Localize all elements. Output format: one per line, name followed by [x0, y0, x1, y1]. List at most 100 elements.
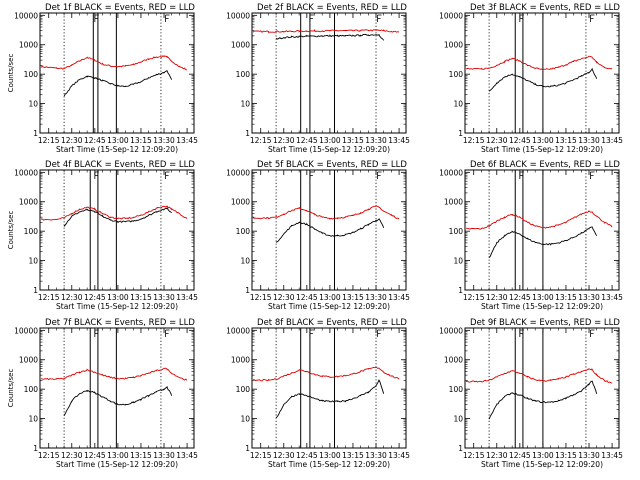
series-line-lld [40, 55, 188, 71]
x-tick-label: 13:00 [319, 451, 341, 460]
x-tick-label: 13:15 [342, 451, 364, 460]
x-tick-label: 12:30 [61, 136, 83, 145]
flag-mark [377, 171, 382, 179]
y-tick-label: 100 [449, 385, 464, 394]
chart-panel-1: Det 1f BLACK = Events, RED = LLD 1 10 100 10… [7, 3, 198, 154]
series-line-events [275, 218, 385, 243]
x-tick-label: 12:30 [61, 293, 83, 302]
flag-mark [519, 329, 524, 337]
y-tick-label: 10 [240, 415, 250, 424]
x-tick-label: 13:15 [130, 136, 152, 145]
plot-frame [251, 12, 407, 134]
series-line-events [63, 206, 172, 227]
x-tick-label: 13:30 [578, 293, 600, 302]
x-tick-label: 13:30 [153, 451, 175, 460]
series-line-events [63, 70, 173, 97]
x-tick-label: 13:00 [107, 293, 129, 302]
series-line-events [488, 67, 598, 92]
series-line-lld [465, 367, 613, 384]
y-tick-label: 10 [240, 257, 250, 266]
plot-frame [251, 169, 407, 291]
chart-title: Det 9f BLACK = Events, RED = LLD [470, 318, 620, 328]
y-tick-label: 1 [33, 129, 38, 138]
y-tick-label: 100 [24, 385, 39, 394]
x-tick-label: 13:45 [388, 136, 410, 145]
y-tick-label: 10000 [14, 168, 38, 177]
y-tick-label: 1000 [231, 41, 250, 50]
y-tick-label: 10000 [226, 11, 250, 20]
x-axis-label: Start Time (15-Sep-12 12:09:20) [56, 460, 178, 469]
x-tick-label: 13:45 [388, 293, 410, 302]
flag-mark [165, 14, 170, 22]
y-tick-label: 10 [453, 257, 463, 266]
y-tick-label: 1000 [19, 41, 38, 50]
plot-frame [39, 12, 195, 134]
flag-mark [519, 171, 524, 179]
y-tick-label: 10000 [439, 168, 463, 177]
y-tick-label: 1 [33, 444, 38, 453]
y-tick-label: 10 [453, 100, 463, 109]
x-tick-label: 13:30 [365, 136, 387, 145]
x-tick-label: 12:30 [273, 451, 295, 460]
x-tick-label: 12:45 [84, 293, 106, 302]
chart-panel-8: Det 8f BLACK = Events, RED = LLD 1 10 100 10… [226, 318, 410, 469]
flag-mark [94, 171, 99, 179]
plot-frame [464, 169, 620, 291]
x-tick-label: 13:30 [365, 451, 387, 460]
x-tick-label: 12:30 [273, 136, 295, 145]
x-tick-label: 13:45 [176, 451, 198, 460]
y-axis-label: Counts/sec [7, 369, 15, 408]
y-tick-label: 1 [245, 286, 250, 295]
x-tick-label: 13:30 [578, 451, 600, 460]
x-tick-label: 13:00 [319, 136, 341, 145]
series-line-lld [465, 209, 613, 230]
x-tick-label: 13:15 [555, 293, 577, 302]
x-tick-label: 12:45 [509, 451, 531, 460]
plot-frame [251, 327, 407, 449]
series-line-events [275, 33, 385, 41]
x-tick-label: 12:15 [38, 293, 60, 302]
y-tick-label: 1 [245, 444, 250, 453]
x-tick-label: 12:45 [84, 136, 106, 145]
x-tick-label: 13:00 [532, 293, 554, 302]
chart-title: Det 7f BLACK = Events, RED = LLD [45, 318, 195, 328]
x-tick-label: 13:30 [153, 136, 175, 145]
x-tick-label: 13:15 [342, 136, 364, 145]
x-tick-label: 12:15 [250, 451, 272, 460]
x-tick-label: 12:30 [273, 293, 295, 302]
flag-mark [377, 329, 382, 337]
y-tick-label: 1000 [444, 356, 463, 365]
x-tick-label: 13:00 [319, 293, 341, 302]
x-axis-label: Start Time (15-Sep-12 12:09:20) [481, 460, 603, 469]
x-tick-label: 12:45 [296, 293, 318, 302]
chart-title: Det 8f BLACK = Events, RED = LLD [257, 318, 407, 328]
x-tick-label: 12:45 [509, 293, 531, 302]
y-tick-label: 100 [449, 70, 464, 79]
y-tick-label: 10000 [226, 168, 250, 177]
series-line-events [488, 380, 598, 420]
x-tick-label: 12:45 [509, 136, 531, 145]
y-tick-label: 1 [245, 129, 250, 138]
series-line-events [63, 385, 173, 417]
chart-title: Det 2f BLACK = Events, RED = LLD [257, 3, 407, 13]
flag-mark [94, 329, 99, 337]
plot-frame [464, 12, 620, 134]
y-tick-label: 10000 [439, 11, 463, 20]
x-tick-label: 13:45 [601, 136, 623, 145]
x-tick-label: 12:15 [250, 293, 272, 302]
x-tick-label: 12:30 [61, 451, 83, 460]
y-tick-label: 100 [236, 70, 251, 79]
chart-title: Det 6f BLACK = Events, RED = LLD [470, 160, 620, 170]
plot-frame [39, 169, 195, 291]
x-axis-label: Start Time (15-Sep-12 12:09:20) [56, 145, 178, 154]
x-axis-label: Start Time (15-Sep-12 12:09:20) [481, 145, 603, 154]
x-tick-label: 13:45 [176, 136, 198, 145]
y-tick-label: 100 [24, 70, 39, 79]
chart-panel-3: Det 3f BLACK = Events, RED = LLD 1 10 100 10… [439, 3, 623, 154]
chart-title: Det 5f BLACK = Events, RED = LLD [257, 160, 407, 170]
x-tick-label: 13:30 [578, 136, 600, 145]
plot-frame [39, 327, 195, 449]
x-tick-label: 13:45 [176, 293, 198, 302]
y-tick-label: 10000 [14, 11, 38, 20]
x-axis-label: Start Time (15-Sep-12 12:09:20) [268, 145, 390, 154]
